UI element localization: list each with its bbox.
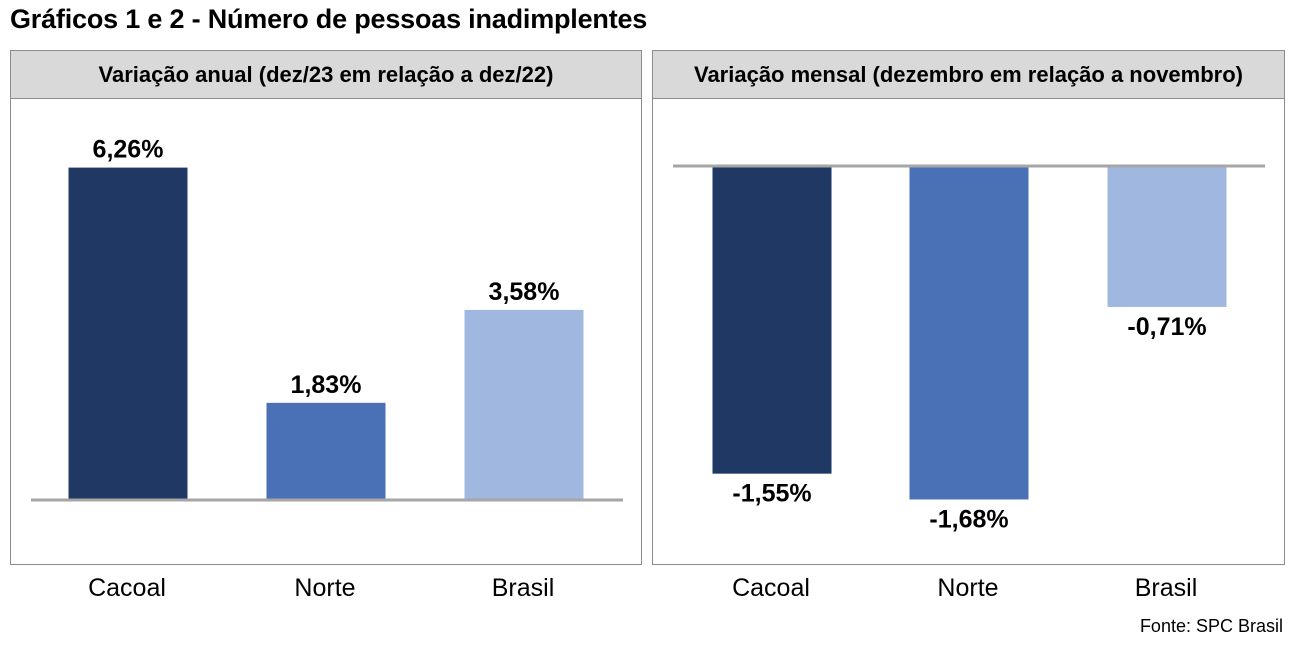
x-tick-label-cacoal-monthly: Cacoal: [732, 574, 810, 602]
x-tick-label-brasil-annual: Brasil: [491, 574, 555, 602]
chart-panel-monthly: Variação mensal (dezembro em relação a n…: [652, 50, 1285, 565]
chart-title-monthly: Variação mensal (dezembro em relação a n…: [653, 51, 1284, 99]
chart-panel-annual: Variação anual (dez/23 em relação a dez/…: [10, 50, 642, 565]
x-tick-label-cacoal-annual: Cacoal: [88, 574, 166, 602]
bar-cacoal-annual: [68, 167, 188, 500]
data-label-cacoal-monthly: -1,55%: [732, 480, 811, 508]
chart-annual-svg: 6,26% 1,83% 3,58%: [31, 136, 623, 502]
data-label-norte-annual: 1,83%: [291, 371, 362, 399]
x-tick-label-norte-annual: Norte: [294, 574, 356, 602]
bar-norte-monthly: [909, 166, 1029, 500]
data-label-brasil-annual: 3,58%: [489, 278, 560, 306]
data-label-brasil-monthly: -0,71%: [1127, 313, 1206, 341]
data-label-norte-monthly: -1,68%: [929, 505, 1008, 533]
x-tick-label-brasil-monthly: Brasil: [1134, 574, 1198, 602]
x-tick-label-norte-monthly: Norte: [937, 574, 999, 602]
source-note: Fonte: SPC Brasil: [1139, 616, 1283, 636]
bar-norte-annual: [266, 402, 386, 500]
bar-cacoal-monthly: [712, 166, 832, 474]
chart-monthly-svg: -1,55% -1,68% -0,71%: [673, 164, 1265, 533]
bar-brasil-monthly: [1107, 166, 1227, 307]
bar-brasil-annual: [464, 309, 584, 500]
chart-title-annual: Variação anual (dez/23 em relação a dez/…: [11, 51, 641, 99]
page-title: Gráficos 1 e 2 - Número de pessoas inadi…: [10, 4, 648, 34]
data-label-cacoal-annual: 6,26%: [93, 136, 164, 164]
